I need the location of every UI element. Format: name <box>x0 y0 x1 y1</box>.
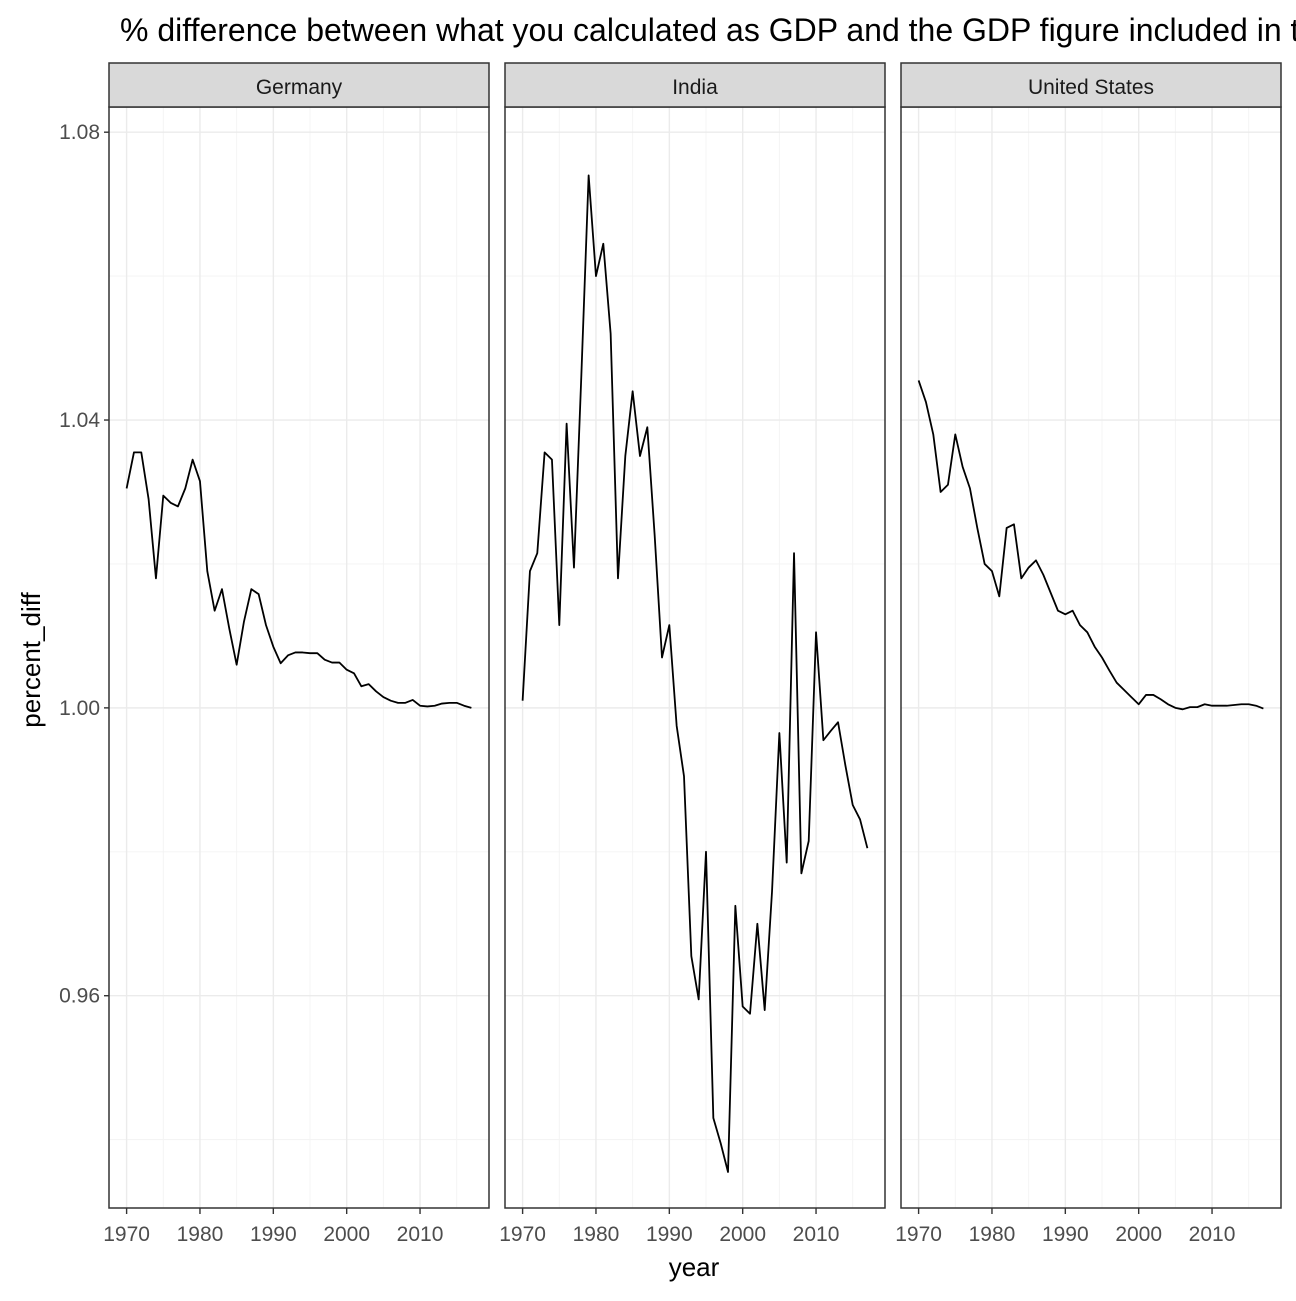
y-tick-label: 1.04 <box>59 409 100 432</box>
x-tick-label: 1980 <box>573 1223 620 1246</box>
x-tick-label: 2010 <box>1189 1223 1236 1246</box>
facet-strip-label: Germany <box>256 76 343 99</box>
series-line-germany <box>125 451 472 709</box>
x-axis-title: year <box>669 1252 720 1282</box>
x-tick-label: 2000 <box>719 1223 766 1246</box>
x-tick-label: 1990 <box>1042 1223 1089 1246</box>
y-tick-label: 0.96 <box>59 985 100 1008</box>
x-tick-label: 1970 <box>499 1223 546 1246</box>
facet-strip <box>900 62 1282 108</box>
series-line-united-states <box>917 380 1264 711</box>
x-tick-label: 1970 <box>103 1223 150 1246</box>
facet-panel-united-states: United States 1970 1980 1990 2000 2010 <box>895 62 1282 1246</box>
x-tick-label: 1980 <box>177 1223 224 1246</box>
facet-strip-label: United States <box>1028 76 1154 99</box>
y-axis-title: percent_diff <box>16 592 46 728</box>
x-tick-label: 1990 <box>250 1223 297 1246</box>
facet-strip <box>504 62 886 108</box>
x-tick-label: 1990 <box>646 1223 693 1246</box>
x-tick-label: 2010 <box>397 1223 444 1246</box>
facet-panel-india: India 1970 1980 1990 2000 2010 <box>499 62 886 1246</box>
x-tick-label: 2000 <box>323 1223 370 1246</box>
x-tick-label: 1980 <box>969 1223 1016 1246</box>
panel-border <box>108 106 490 1209</box>
facet-panels: 0.96 1.00 1.04 1.08 Germany 1970 1980 1990 2000 2… <box>59 62 1282 1246</box>
y-tick-label: 1.08 <box>59 121 100 144</box>
x-tick-label: 2010 <box>793 1223 840 1246</box>
x-tick-label: 1970 <box>895 1223 942 1246</box>
facet-panel-germany: Germany 1970 1980 1990 2000 2010 <box>103 62 490 1246</box>
y-tick-label: 1.00 <box>59 697 100 720</box>
panel-border <box>900 106 1282 1209</box>
facet-strip-label: India <box>672 76 718 99</box>
series-line-india <box>521 174 869 1173</box>
facet-strip <box>108 62 490 108</box>
panel-border <box>504 106 886 1209</box>
x-tick-label: 2000 <box>1115 1223 1162 1246</box>
chart-title: % difference between what you calculated… <box>120 12 1296 48</box>
